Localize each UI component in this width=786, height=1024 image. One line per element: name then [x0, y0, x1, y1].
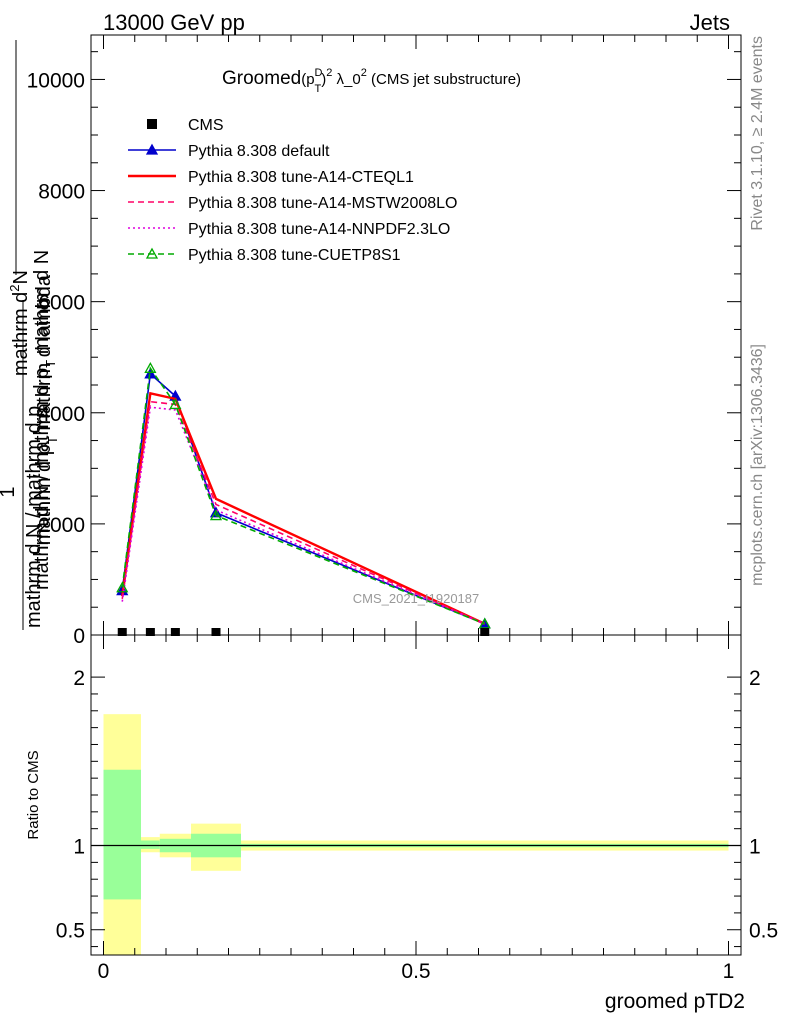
header-left: 13000 GeV pp — [103, 10, 245, 35]
legend-label: Pythia 8.308 default — [188, 143, 330, 160]
series-line-1 — [121, 391, 486, 625]
x-tick-label: 1 — [723, 960, 735, 983]
header-right: Jets — [690, 10, 730, 35]
ratio-panel-frame — [90, 634, 742, 956]
legend-entry-1: Pythia 8.308 tune-A14-CTEQL1 — [128, 169, 414, 186]
ylabel-bottom-line2: mathrm d N / mathrm d p — [23, 406, 45, 628]
series-point-4 — [144, 361, 157, 373]
legend-entry-cms: CMS — [147, 117, 224, 134]
ratio-band-inner-0 — [103, 769, 141, 900]
mcplots-label: mcplots.cern.ch [arXiv:1306.3436] — [749, 344, 766, 586]
ratio-y-tick-label-right: 1 — [749, 836, 761, 859]
legend: CMS Pythia 8.308 default Pythia 8.308 tune… — [128, 117, 457, 264]
ratio-panel: 0 0.5 1 0.5 0.5 1 1 2 2 — [56, 635, 778, 983]
legend-marker-cms — [147, 119, 157, 129]
series-point-4 — [478, 617, 491, 629]
ratio-band-inner-1 — [141, 840, 160, 849]
x-tick-label: 0.5 — [401, 960, 430, 983]
rivet-label: Rivet 3.1.10, ≥ 2.4M events — [749, 36, 766, 231]
y-tick-label: 10000 — [27, 69, 85, 92]
legend-entry-3: Pythia 8.308 tune-A14-NNPDF2.3LO — [128, 221, 450, 238]
y-axis-label-main: mathrm d2N mathrm d pT mathrm d lambda 1… — [0, 40, 60, 630]
legend-marker — [145, 247, 159, 259]
y-tick-label: 2000 — [38, 514, 85, 537]
cms-data-point — [480, 628, 490, 636]
series-point-4 — [209, 509, 223, 521]
x-tick-label: 0 — [98, 960, 110, 983]
ratio-y-tick-label-right: 2 — [749, 667, 761, 690]
ylabel-top-line1: mathrm d2N — [7, 270, 32, 376]
main-panel: 0 2000 4000 6000 8000 10000 — [27, 35, 741, 648]
y-tick-label: 8000 — [38, 181, 85, 204]
legend-label: Pythia 8.308 tune-A14-NNPDF2.3LO — [188, 221, 450, 238]
x-axis-label: groomed pTD2 — [605, 990, 745, 1013]
ratio-y-tick-label: 1 — [73, 836, 85, 859]
ylabel-bottom-num: 1 — [0, 486, 19, 497]
series-line-4 — [121, 366, 486, 625]
ylabel-top-line2: mathrm d pT mathrm d lambda — [33, 274, 60, 545]
legend-entry-2: Pythia 8.308 tune-A14-MSTW2008LO — [128, 195, 457, 212]
y-tick-label: 6000 — [38, 292, 85, 315]
legend-label: Pythia 8.308 tune-A14-CTEQL1 — [188, 169, 414, 186]
ratio-y-tick-label-right: 0.5 — [749, 920, 778, 943]
legend-entry-0: Pythia 8.308 default — [128, 143, 330, 160]
cms-data-point — [117, 628, 127, 636]
chart-title: Groomed(pD T)2 λ_02 (CMS jet substructure… — [222, 67, 521, 95]
ratio-y-tick-label: 2 — [73, 667, 85, 690]
cms-data-point — [145, 628, 155, 636]
y-tick-label: 0 — [73, 625, 85, 648]
legend-label: Pythia 8.308 tune-CUETP8S1 — [188, 247, 401, 264]
ratio-y-tick-label: 0.5 — [56, 920, 85, 943]
series-point-4 — [169, 398, 182, 410]
ylabel-bottom-line1: mathrm d N / mathrm d pT mathrm d N — [31, 250, 58, 590]
series-line-3 — [121, 406, 486, 625]
series-point-4 — [116, 581, 129, 593]
cms-data-point — [211, 628, 221, 636]
cms-data-point — [170, 628, 180, 636]
y-tick-label: 4000 — [38, 403, 85, 426]
series-line-0 — [121, 372, 486, 625]
watermark: CMS_2021_I1920187 — [353, 591, 480, 606]
legend-label: CMS — [188, 117, 224, 134]
legend-marker — [145, 143, 159, 155]
ratio-ylabel: Ratio to CMS — [25, 750, 42, 839]
legend-entry-4: Pythia 8.308 tune-CUETP8S1 — [128, 247, 401, 264]
legend-label: Pythia 8.308 tune-A14-MSTW2008LO — [188, 195, 457, 212]
series-point-0 — [144, 367, 157, 379]
